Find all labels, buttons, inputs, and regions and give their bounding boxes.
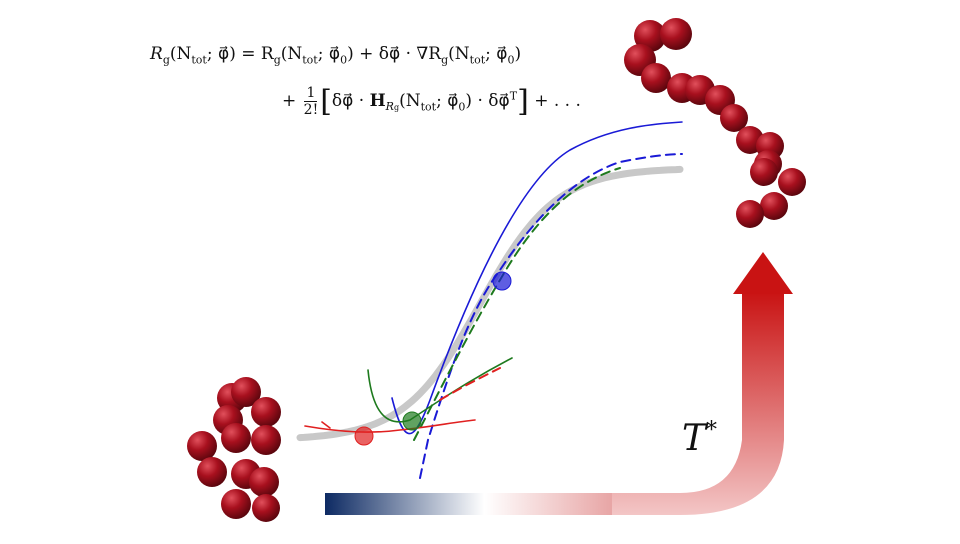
eq-bracket: ]: [517, 84, 529, 119]
eq-frac-num: 1: [304, 85, 318, 102]
extended-bead: [736, 200, 764, 228]
eq-text: ; φ⃗) = R: [206, 44, 274, 64]
temperature-symbol: T: [682, 418, 707, 459]
reference-curve: [296, 165, 684, 442]
eq-sub: g: [273, 53, 281, 67]
extended-polymer: [624, 18, 806, 228]
eq-sub: tot: [191, 53, 207, 67]
eq-frac-den: 2!: [303, 102, 319, 118]
eq-text: + . . .: [534, 91, 581, 111]
eq-fraction: 1 2!: [304, 85, 319, 118]
eq-text: δφ⃗ ·: [331, 91, 370, 111]
red-tick-left: [321, 421, 331, 429]
compact-bead: [221, 423, 251, 453]
eq-sub: 0: [458, 100, 466, 114]
eq-text: ; φ⃗: [436, 91, 459, 111]
green-expansion-point: [402, 411, 422, 431]
extended-bead: [778, 168, 806, 196]
compact-bead: [251, 397, 281, 427]
red-linear-curve: [439, 367, 501, 401]
compact-bead: [251, 425, 281, 455]
eq-text: ) · δφ⃗: [465, 91, 510, 111]
eq-sub: R: [385, 100, 394, 114]
red-expansion-point: [354, 426, 374, 446]
temperature-arrow-shaft: [612, 292, 784, 515]
eq-sub: tot: [469, 53, 486, 67]
curves-group: [296, 121, 684, 479]
temperature-bar: [325, 493, 615, 515]
compact-bead: [221, 489, 251, 519]
taylor-equation-line1: Rg(Ntot; φ⃗) = Rg(Ntot; φ⃗0) + δφ⃗ · ∇Rg…: [150, 44, 521, 66]
eq-text: ; φ⃗: [485, 44, 508, 64]
eq-symbol: R: [150, 44, 163, 64]
eq-hessian: H: [369, 91, 386, 111]
blue-expansion-point: [492, 271, 512, 291]
eq-text: (N: [169, 44, 192, 64]
extended-bead: [750, 158, 778, 186]
blue-quadratic-curve: [391, 121, 683, 435]
eq-sub: tot: [302, 53, 318, 67]
eq-sup: T: [509, 89, 518, 103]
temperature-star: *: [706, 418, 718, 443]
eq-sub: g: [441, 53, 449, 67]
taylor-equation-line2: + 1 2! [δφ⃗ · HRg(Ntot; φ⃗0) · δφ⃗T] + . .…: [282, 84, 581, 119]
eq-bracket: [: [320, 84, 332, 119]
extended-bead: [634, 20, 666, 52]
eq-sub: 0: [340, 53, 348, 67]
eq-text: ; φ⃗: [317, 44, 341, 64]
eq-sub: g: [162, 53, 170, 67]
compact-bead: [252, 494, 280, 522]
eq-text: ) + δφ⃗ · ∇R: [347, 44, 442, 64]
extended-bead: [720, 104, 748, 132]
temperature-arrow: [325, 252, 793, 515]
compact-bead: [187, 431, 217, 461]
extended-bead: [641, 63, 671, 93]
compact-bead: [231, 377, 261, 407]
eq-sub: 0: [507, 53, 515, 67]
eq-text: (N: [280, 44, 303, 64]
temperature-label: T*: [682, 418, 717, 459]
extended-bead: [660, 18, 692, 50]
eq-text: (N: [448, 44, 470, 64]
eq-text: +: [282, 91, 297, 111]
eq-sub: tot: [420, 100, 437, 114]
compact-polymer: [187, 377, 281, 522]
extended-bead: [760, 192, 788, 220]
eq-text: ): [514, 44, 522, 64]
red-quadratic-curve: [304, 419, 476, 433]
eq-text: (N: [399, 91, 421, 111]
compact-bead: [197, 457, 227, 487]
compact-bead: [249, 467, 279, 497]
temperature-arrow-head: [733, 252, 793, 294]
eq-subsub: g: [393, 103, 400, 113]
